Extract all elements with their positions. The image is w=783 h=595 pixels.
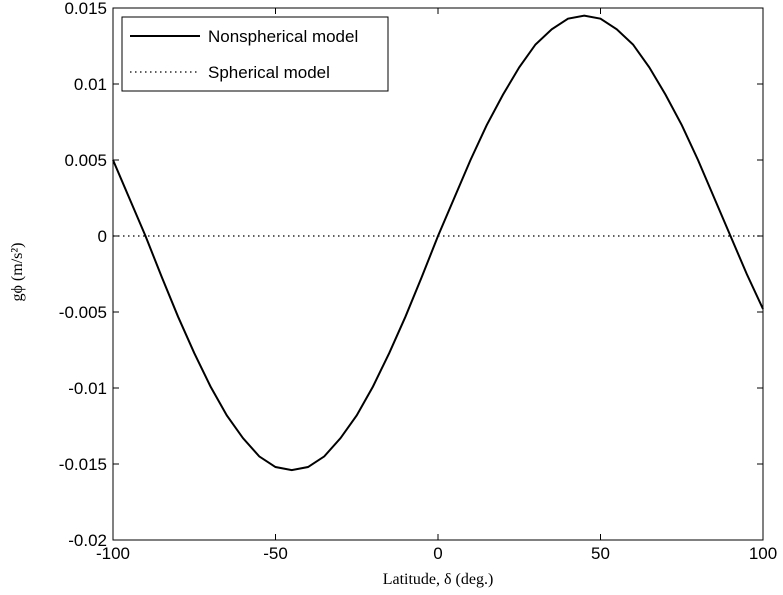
x-tick-label: -100 <box>96 544 130 563</box>
x-tick-label: -50 <box>263 544 288 563</box>
y-tick-label: 0 <box>98 227 107 246</box>
legend-label: Nonspherical model <box>208 27 358 46</box>
y-tick-label: 0.005 <box>64 151 107 170</box>
y-tick-label: -0.005 <box>59 303 107 322</box>
x-tick-label: 0 <box>433 544 442 563</box>
y-tick-label: -0.01 <box>68 379 107 398</box>
x-tick-label: 100 <box>749 544 777 563</box>
x-tick-label: 50 <box>591 544 610 563</box>
y-tick-label: -0.015 <box>59 455 107 474</box>
legend-label: Spherical model <box>208 63 330 82</box>
y-tick-label: 0.015 <box>64 0 107 18</box>
legend-box <box>121 16 389 92</box>
y-tick-label: -0.02 <box>68 531 107 550</box>
y-axis-label: gϕ (m/s²) <box>9 243 26 302</box>
y-tick-label: 0.01 <box>74 75 107 94</box>
x-axis-label: Latitude, δ (deg.) <box>383 571 494 588</box>
